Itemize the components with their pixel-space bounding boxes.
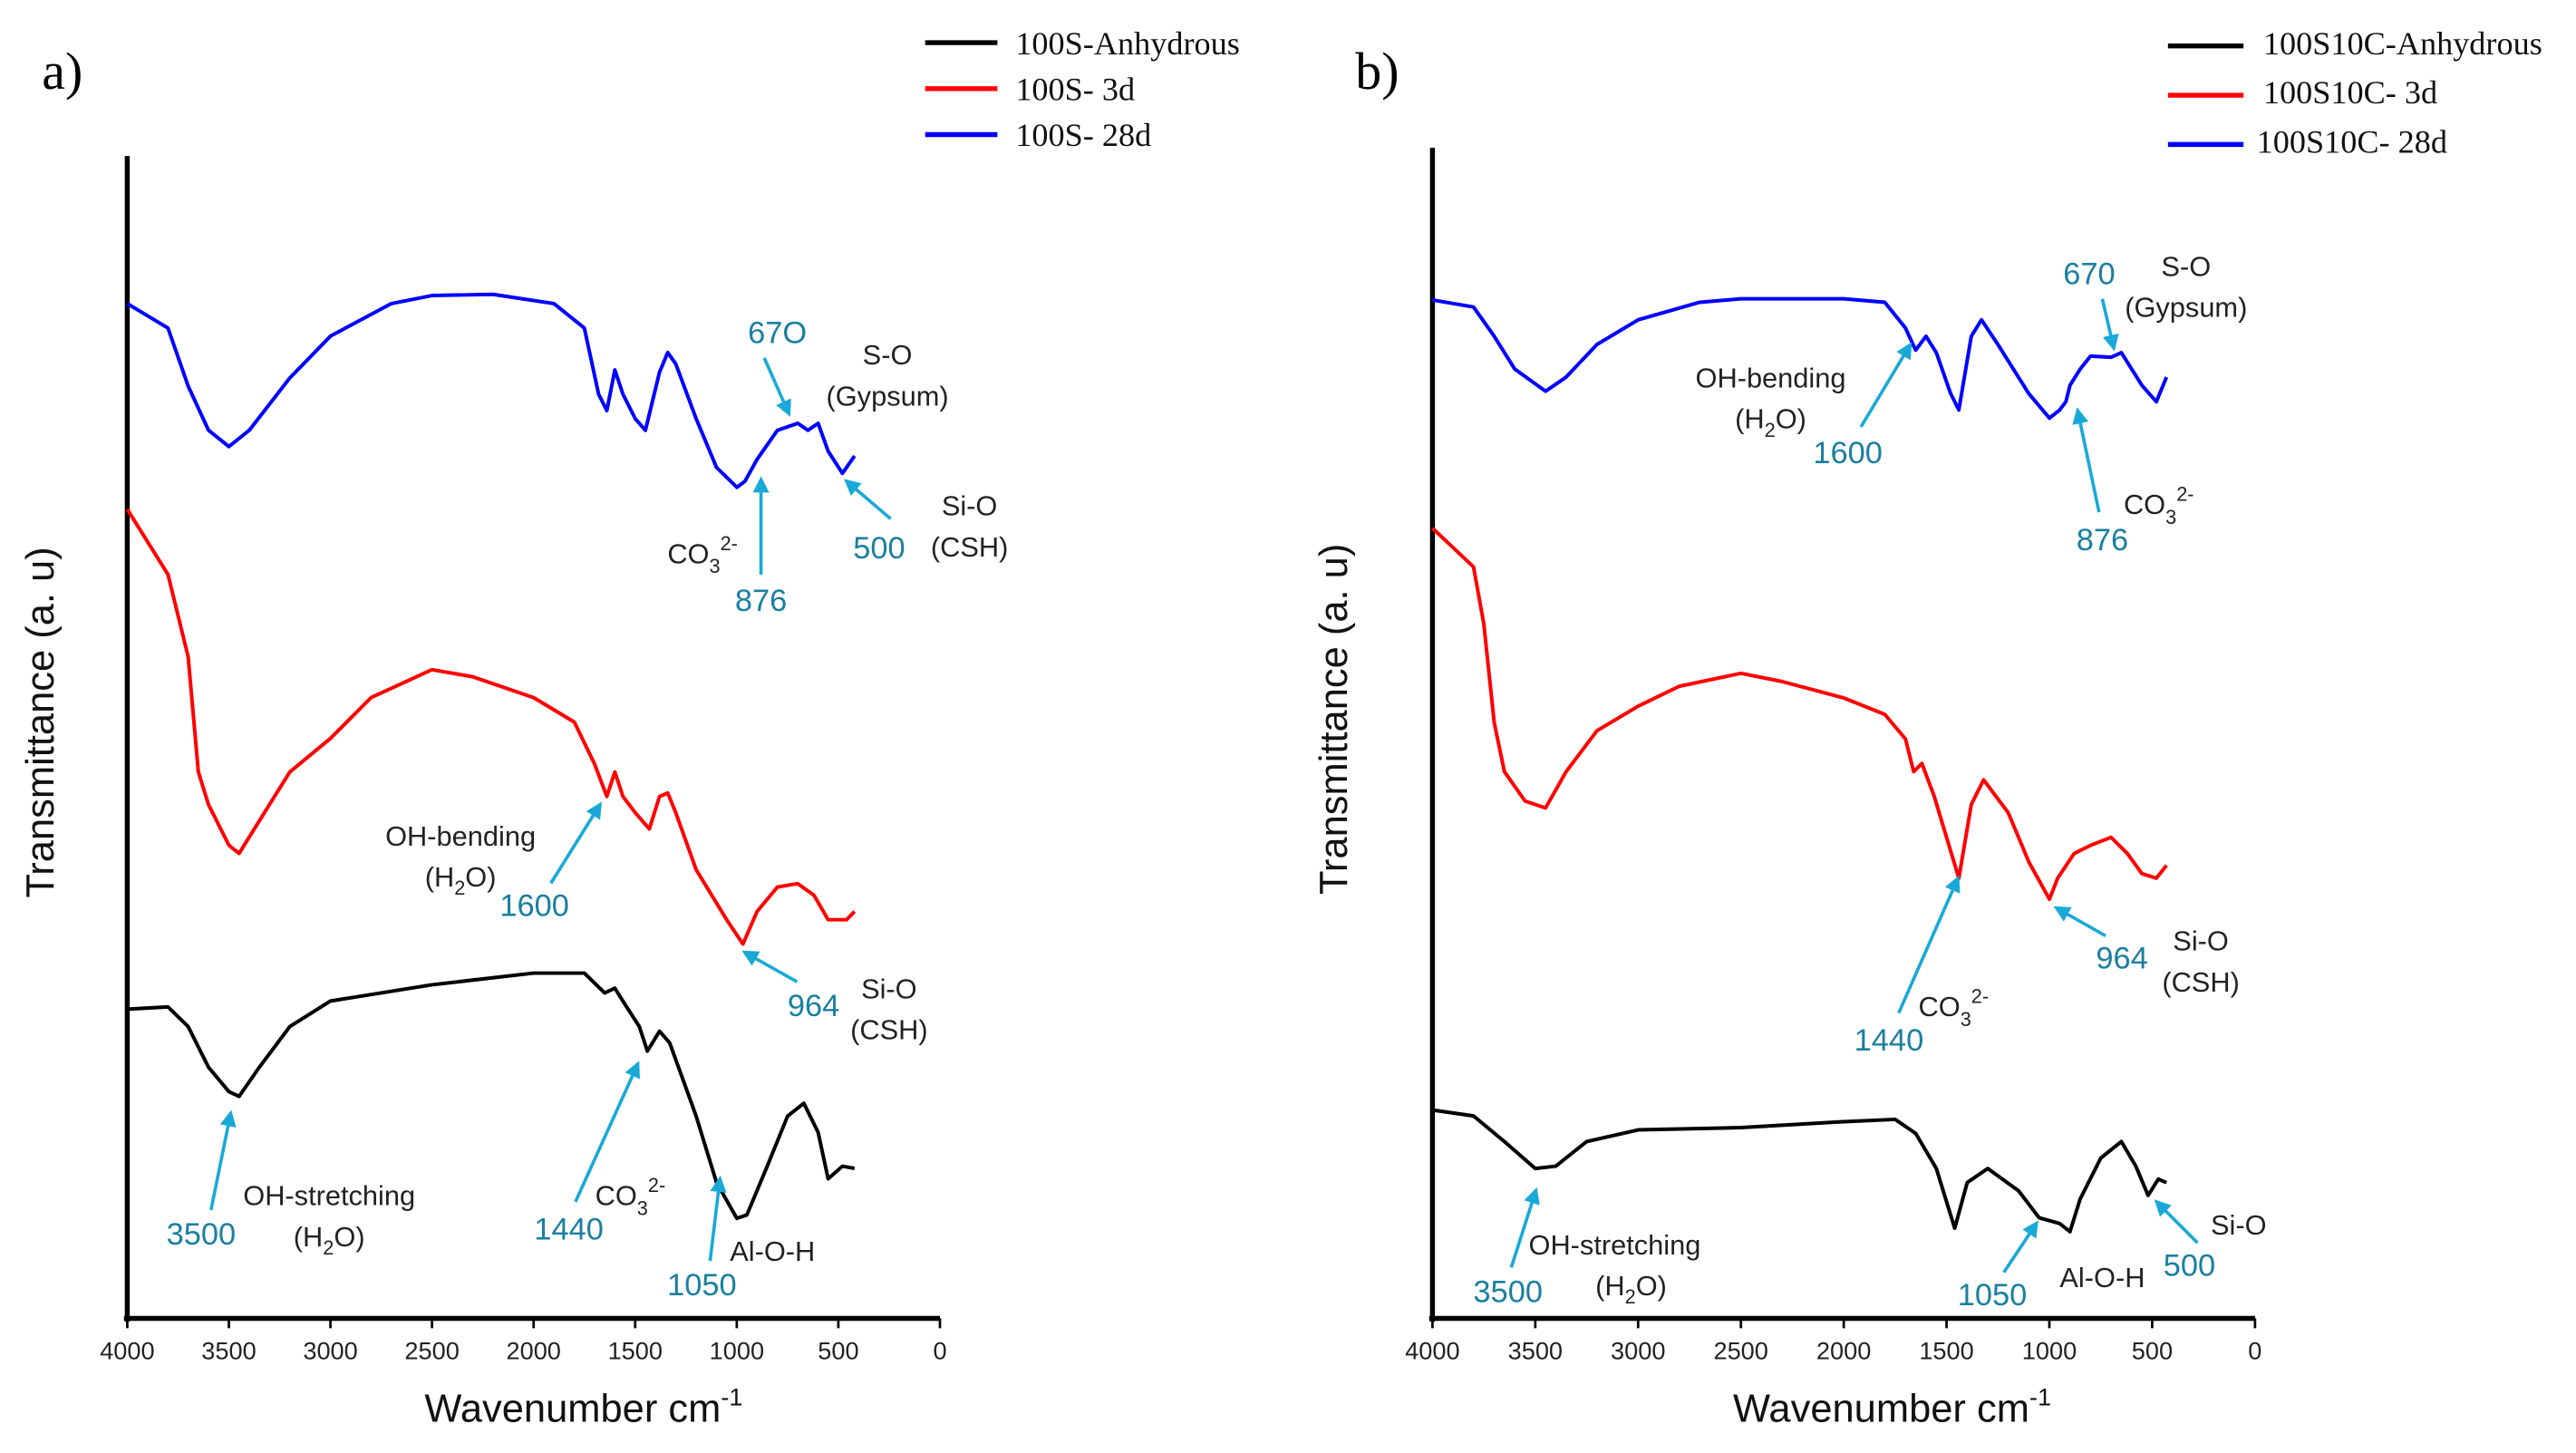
peak-964-label: 964 — [788, 989, 839, 1023]
co3-label: CO32- — [596, 1174, 666, 1219]
panel-label-a: a) — [42, 42, 82, 101]
annotation-text: S-O — [863, 339, 913, 371]
x-tick-label: 3000 — [1611, 1337, 1665, 1365]
x-tick-label: 500 — [818, 1337, 858, 1365]
annotation-text: OH-stretching — [1529, 1229, 1701, 1261]
peak-3500-label: 3500 — [1473, 1274, 1543, 1309]
peak-1600-label: 1600 — [1813, 436, 1883, 470]
peak-1050-label: 1050 — [667, 1268, 737, 1303]
panel-a: a) 100S-Anhydrous 100S- 3d 100S- 28d 400… — [19, 25, 1240, 1431]
peak-1440-label: 1440 — [534, 1213, 604, 1247]
legend-label: 100S-Anhydrous — [1015, 25, 1240, 62]
peak-670-label: 67O — [748, 316, 807, 351]
x-tick-label: 4000 — [100, 1337, 154, 1365]
annotation-text: (Gypsum) — [826, 380, 948, 412]
annotation-text: Al-O-H — [2059, 1262, 2145, 1293]
co3-label: CO32- — [667, 532, 738, 577]
peak-670-label: 670 — [2063, 257, 2115, 291]
legend-label: 100S10C- 3d — [2263, 74, 2437, 111]
peak-500-label: 500 — [2164, 1248, 2215, 1283]
spectra — [1431, 296, 2169, 1234]
x-tick-label: 3500 — [1508, 1337, 1563, 1365]
co3-label: CO32- — [2124, 482, 2194, 528]
co3-label: CO32- — [1919, 985, 1990, 1031]
series-line-100s-28d — [126, 292, 857, 489]
peak-964-label: 964 — [2096, 942, 2147, 976]
x-ticks: 4000 3500 3000 2500 2000 1500 1000 500 0 — [1405, 1318, 2261, 1365]
panel-label-b: b) — [1355, 42, 1399, 101]
annotation-text: Si-O — [861, 973, 917, 1004]
x-axis-label: Wavenumber cm-1 — [1733, 1382, 2051, 1430]
y-axis-label: Transmittance (a. u) — [19, 547, 63, 897]
series-line-100s10c-anhydrous — [1432, 1108, 2167, 1234]
annotation-text: S-O — [2161, 250, 2211, 282]
annotation-text: (Gypsum) — [2125, 292, 2247, 324]
x-tick-label: 1500 — [608, 1337, 663, 1365]
annotation-text: (H2O) — [425, 861, 497, 899]
annotation-text: (H2O) — [294, 1221, 365, 1259]
annotation-text: OH-bending — [1696, 362, 1846, 393]
annotation-text: Al-O-H — [730, 1235, 815, 1267]
legend-label: 100S10C-Anhydrous — [2263, 25, 2542, 62]
x-tick-label: 2000 — [1816, 1337, 1871, 1365]
annotation-text: Si-O — [2173, 925, 2229, 957]
annotation-text: OH-stretching — [243, 1179, 415, 1211]
peak-876-label: 876 — [2077, 523, 2128, 557]
legend-label: 100S- 3d — [1015, 71, 1135, 107]
peak-1440-label: 1440 — [1855, 1023, 1924, 1058]
annotation-text: OH-bending — [385, 820, 536, 852]
x-tick-label: 1000 — [2022, 1337, 2077, 1365]
legend-a: 100S-Anhydrous 100S- 3d 100S- 28d — [925, 25, 1240, 153]
peak-1600-label: 1600 — [499, 889, 569, 924]
annotation-text: (CSH) — [931, 531, 1008, 563]
panel-b: b) 100S10C-Anhydrous 100S10C- 3d 100S10C… — [1312, 25, 2542, 1431]
annotation-text: Si-O — [2211, 1209, 2267, 1241]
annotation-text: Si-O — [942, 490, 998, 522]
x-tick-label: 3500 — [201, 1337, 256, 1365]
peak-876-label: 876 — [735, 584, 787, 618]
series-line-100s-anhydrous — [127, 971, 856, 1221]
annotation-text: (CSH) — [2162, 966, 2240, 998]
x-tick-label: 1000 — [710, 1337, 764, 1365]
x-tick-label: 3000 — [303, 1337, 357, 1365]
x-axis-label: Wavenumber cm-1 — [424, 1382, 742, 1430]
x-tick-label: 0 — [933, 1337, 946, 1365]
series-line-100s10c-3d — [1431, 527, 2168, 902]
peak-3500-label: 3500 — [167, 1217, 237, 1252]
x-tick-label: 2000 — [506, 1337, 560, 1365]
x-tick-label: 2500 — [1713, 1337, 1767, 1365]
peak-1050-label: 1050 — [1958, 1278, 2028, 1313]
annotation-text: (H2O) — [1595, 1270, 1667, 1308]
series-line-100s10c-28d — [1432, 296, 2169, 421]
legend-b: 100S10C-Anhydrous 100S10C- 3d 100S10C- 2… — [2167, 25, 2542, 160]
x-tick-label: 4000 — [1405, 1337, 1459, 1365]
x-tick-label: 0 — [2248, 1337, 2261, 1365]
legend-label: 100S- 28d — [1015, 117, 1151, 153]
peak-500-label: 500 — [853, 531, 905, 566]
y-axis-label: Transmittance (a. u) — [1312, 544, 1356, 895]
annotations-a: 67O S-O (Gypsum) CO32- 876 500 Si-O (CSH… — [167, 316, 1009, 1303]
annotation-text: (CSH) — [850, 1014, 928, 1046]
x-tick-label: 2500 — [404, 1337, 459, 1365]
x-tick-label: 1500 — [1919, 1337, 1973, 1365]
legend-label: 100S10C- 28d — [2257, 123, 2447, 160]
annotations-b: 670 S-O (Gypsum) OH-bending (H2O) 1600 C… — [1473, 250, 2266, 1313]
x-ticks: 4000 3500 3000 2500 2000 1500 1000 500 0 — [100, 1318, 947, 1365]
annotation-text: (H2O) — [1735, 403, 1806, 441]
spectra — [125, 292, 857, 1221]
x-tick-label: 500 — [2132, 1337, 2173, 1365]
series-line-100s-3d — [125, 508, 857, 946]
